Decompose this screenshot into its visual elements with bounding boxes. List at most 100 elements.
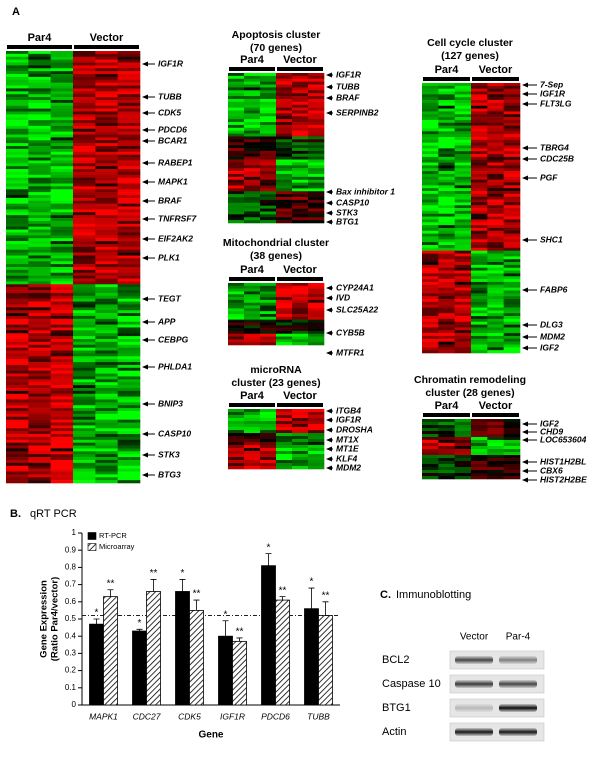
heatmap-cell: [422, 276, 439, 280]
heatmap-cell: [95, 330, 118, 334]
heatmap-cell: [28, 399, 51, 403]
heatmap-cell: [503, 100, 521, 104]
heatmap-cell: [260, 418, 277, 422]
heatmap-cell: [117, 313, 141, 317]
heatmap-cell: [6, 295, 29, 299]
heatmap-cell: [28, 56, 51, 60]
heatmap-cell: [260, 98, 277, 103]
heatmap-cell: [292, 297, 309, 301]
heatmap-cell: [228, 445, 245, 449]
heatmap-cell: [117, 359, 141, 363]
heatmap-cell: [73, 264, 96, 268]
blot-band: [499, 704, 537, 712]
heatmap-cell: [422, 425, 439, 429]
heatmap-cell: [471, 316, 488, 320]
heatmap-cell: [73, 62, 96, 66]
heatmap-cell: [438, 333, 455, 337]
heatmap-cell: [454, 159, 472, 163]
heatmap-cell: [228, 156, 245, 160]
heatmap-cell: [95, 442, 118, 446]
heatmap-cell: [503, 452, 521, 456]
heatmap-cell: [422, 137, 439, 141]
group-label: Vector: [283, 54, 317, 66]
gene-label: APP: [157, 316, 176, 326]
heatmap-cell: [117, 321, 141, 325]
heatmap-cell: [95, 51, 118, 55]
heatmap-cell: [28, 419, 51, 423]
heatmap-cell: [260, 168, 277, 172]
heatmap-cell: [471, 242, 488, 246]
heatmap-cell: [276, 73, 293, 77]
heatmap-cell: [438, 179, 455, 183]
heatmap-cell: [6, 267, 29, 271]
heatmap-cell: [95, 117, 118, 121]
cluster-subtitle: (38 genes): [250, 250, 302, 262]
heatmap-cell: [260, 451, 277, 455]
heatmap-cell: [117, 235, 141, 239]
heatmap-cell: [95, 218, 118, 222]
heatmap-cell: [422, 179, 439, 183]
heatmap-cell: [276, 179, 293, 183]
gene-label: TUBB: [336, 81, 360, 91]
heatmap-cell: [244, 176, 261, 181]
heatmap-cell: [308, 294, 325, 298]
heatmap-cell: [117, 298, 141, 302]
heatmap-cell: [95, 114, 118, 118]
heatmap-cell: [260, 445, 277, 449]
heatmap-cell: [454, 293, 472, 297]
heatmap-cell: [487, 222, 504, 226]
heatmap-cell: [292, 150, 309, 155]
heatmap-cell: [487, 259, 504, 263]
heatmap-cell: [454, 236, 472, 240]
heatmap-cell: [228, 319, 245, 323]
heatmap-cell: [454, 199, 472, 203]
heatmap-cell: [276, 168, 293, 172]
heatmap-cell: [422, 151, 439, 155]
heatmap-cell: [438, 134, 455, 138]
heatmap-cell: [260, 104, 277, 108]
gene-label: BRAF: [336, 92, 360, 102]
heatmap-cell: [454, 165, 472, 169]
heatmap-cell: [117, 160, 141, 164]
heatmap-cell: [50, 131, 74, 135]
heatmap-cell: [50, 117, 74, 121]
heatmap-cell: [308, 150, 325, 155]
heatmap-cell: [260, 179, 277, 183]
heatmap-cell: [454, 142, 472, 146]
heatmap-cell: [292, 466, 309, 470]
heatmap-cell: [28, 241, 51, 245]
heatmap-cell: [503, 299, 521, 303]
heatmap-cell: [454, 148, 472, 152]
heatmap-cell: [276, 299, 293, 304]
heatmap-cell: [95, 310, 118, 314]
heatmap-cell: [276, 185, 293, 189]
heatmap-cell: [73, 327, 96, 331]
heatmap-cell: [50, 51, 74, 55]
heatmap-cell: [487, 470, 504, 474]
heatmap-cell: [503, 205, 521, 209]
cluster-subtitle: cluster (28 genes): [425, 387, 514, 399]
heatmap-cell: [6, 290, 29, 294]
heatmap-cell: [422, 236, 439, 240]
heatmap-cell: [292, 202, 309, 206]
heatmap-cell: [6, 327, 29, 331]
heatmap-cell: [487, 335, 504, 340]
heatmap-cell: [95, 105, 118, 109]
heatmap-cell: [487, 307, 504, 311]
heatmap-cell: [292, 122, 309, 126]
heatmap-cell: [73, 160, 96, 164]
heatmap-cell: [422, 239, 439, 243]
heatmap-cell: [487, 199, 504, 203]
heatmap-cell: [6, 462, 29, 467]
significance-label: *: [224, 609, 228, 620]
heatmap-cell: [308, 297, 325, 301]
heatmap-cell: [244, 325, 261, 329]
y-tick-label: 0.4: [65, 631, 77, 640]
heatmap-cell: [50, 157, 74, 161]
heatmap-cell: [292, 308, 309, 312]
heatmap-cell: [28, 206, 51, 210]
heatmap-cell: [422, 464, 439, 468]
heatmap-cell: [260, 314, 277, 318]
heatmap-cell: [422, 434, 439, 438]
heatmap-cell: [422, 281, 439, 286]
